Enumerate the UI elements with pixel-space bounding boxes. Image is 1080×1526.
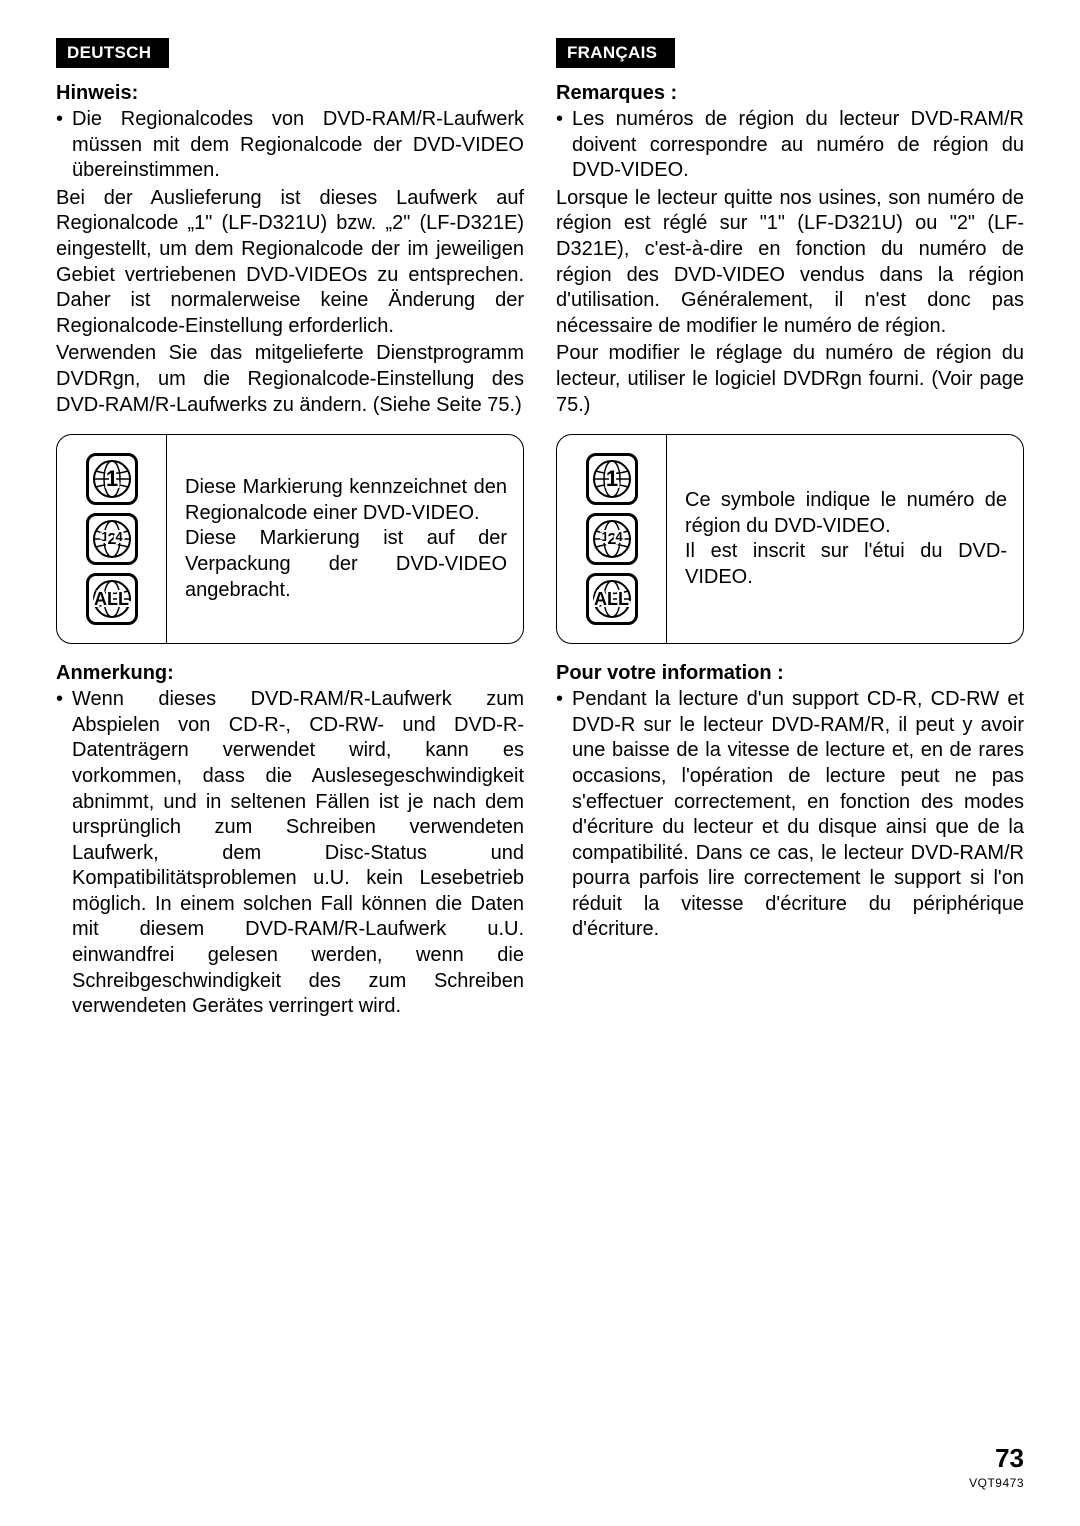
lang-tab-deutsch: DEUTSCH [56, 38, 169, 68]
region-box-p2-de: Diese Markierung ist auf der Verpackung … [185, 526, 507, 603]
region-box-p1-de: Diese Markierung kennzeichnet den Region… [185, 475, 507, 526]
hinweis-list: Die Regionalcodes von DVD-RAM/R-Laufwerk… [56, 107, 524, 184]
anmerkung-list: Wenn dieses DVD-RAM/R-Laufwerk zum Abspi… [56, 687, 524, 1020]
region-icons-de: 1 124 [57, 435, 167, 643]
fr-paragraph-2: Pour modifier le réglage du numéro de ré… [556, 341, 1024, 418]
info-item: Pendant la lecture d'un support CD-R, CD… [556, 687, 1024, 943]
region-label-124: 124 [101, 530, 121, 548]
de-paragraph-1: Bei der Auslieferung ist dieses Laufwerk… [56, 186, 524, 340]
hinweis-item: Die Regionalcodes von DVD-RAM/R-Laufwerk… [56, 107, 524, 184]
heading-remarques: Remarques : [556, 82, 1024, 105]
document-code: VQT9473 [969, 1476, 1024, 1490]
heading-hinweis: Hinweis: [56, 82, 524, 105]
region-label-124: 124 [601, 530, 621, 548]
region-box-text-fr: Ce symbole indique le numéro de région d… [667, 435, 1023, 643]
lang-tab-francais: FRANÇAIS [556, 38, 675, 68]
region-box-text-de: Diese Markierung kennzeichnet den Region… [167, 435, 523, 643]
column-francais: FRANÇAIS Remarques : Les numéros de régi… [556, 38, 1024, 1022]
region-icon-all: ALL [586, 573, 638, 625]
region-box-p2-fr: Il est inscrit sur l'étui du DVD-VIDEO. [685, 539, 1007, 590]
region-icon-124: 124 [86, 513, 138, 565]
anmerkung-item: Wenn dieses DVD-RAM/R-Laufwerk zum Abspi… [56, 687, 524, 1020]
page-footer: 73 VQT9473 [969, 1443, 1024, 1490]
region-label-1: 1 [606, 468, 617, 490]
region-label-all: ALL [94, 590, 129, 608]
region-icon-all: ALL [86, 573, 138, 625]
region-box-de: 1 124 [56, 434, 524, 644]
region-box-p1-fr: Ce symbole indique le numéro de région d… [685, 488, 1007, 539]
region-box-fr: 1 124 [556, 434, 1024, 644]
region-icons-fr: 1 124 [557, 435, 667, 643]
column-deutsch: DEUTSCH Hinweis: Die Regionalcodes von D… [56, 38, 524, 1022]
heading-anmerkung: Anmerkung: [56, 662, 524, 685]
region-label-1: 1 [106, 468, 117, 490]
fr-paragraph-1: Lorsque le lecteur quitte nos usines, so… [556, 186, 1024, 340]
heading-info: Pour votre information : [556, 662, 1024, 685]
remarques-list: Les numéros de région du lecteur DVD-RAM… [556, 107, 1024, 184]
remarques-item: Les numéros de région du lecteur DVD-RAM… [556, 107, 1024, 184]
region-label-all: ALL [594, 590, 629, 608]
region-icon-124: 124 [586, 513, 638, 565]
region-icon-1: 1 [86, 453, 138, 505]
page-number: 73 [969, 1443, 1024, 1474]
two-column-layout: DEUTSCH Hinweis: Die Regionalcodes von D… [56, 38, 1024, 1022]
info-list: Pendant la lecture d'un support CD-R, CD… [556, 687, 1024, 943]
de-paragraph-2: Verwenden Sie das mitgelieferte Dienstpr… [56, 341, 524, 418]
region-icon-1: 1 [586, 453, 638, 505]
